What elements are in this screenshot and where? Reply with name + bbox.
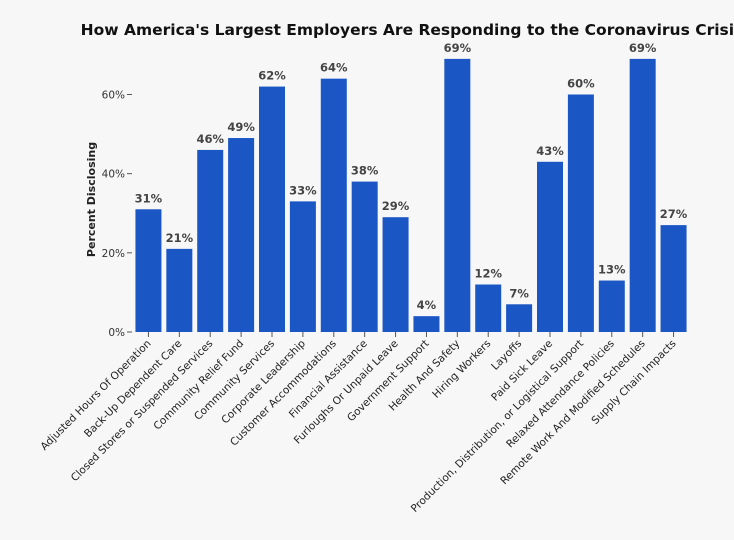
data-label: 13% (598, 263, 626, 277)
data-label: 62% (258, 69, 286, 83)
y-axis: 0% 20% 40% 60% (102, 90, 132, 339)
bar (351, 181, 378, 332)
data-label: 69% (444, 41, 472, 55)
bar (475, 284, 502, 332)
y-tick-label: 60% (102, 90, 125, 102)
bar (259, 86, 285, 332)
bar (567, 94, 594, 332)
data-label: 43% (536, 144, 564, 158)
bar (289, 201, 316, 332)
data-label: 38% (351, 164, 379, 178)
data-label: 46% (196, 132, 224, 146)
data-label: 33% (289, 183, 317, 197)
x-tick-label: Adjusted Hours Of Operation (38, 338, 153, 453)
data-label: 69% (629, 41, 657, 55)
data-label: 49% (227, 120, 255, 134)
y-tick-label: 20% (102, 248, 125, 260)
chart-title: How America's Largest Employers Are Resp… (81, 21, 734, 39)
x-tick-label: Hiring Workers (430, 338, 493, 401)
bar (135, 209, 162, 332)
data-label: 12% (474, 267, 502, 281)
y-tick-label: 40% (102, 169, 125, 181)
bar (228, 138, 255, 332)
bar (506, 304, 533, 332)
bar (320, 78, 347, 333)
bar (166, 248, 193, 332)
data-label: 64% (320, 61, 348, 75)
bar (537, 161, 563, 332)
x-tick-label: Remote Work And Modified Schedules (498, 338, 648, 488)
x-tick-label: Closed Stores or Suspended Services (69, 338, 216, 485)
data-label: 21% (166, 231, 194, 245)
data-label: 60% (567, 77, 595, 91)
data-label: 27% (660, 207, 688, 221)
data-label: 4% (417, 298, 437, 312)
bar (629, 58, 656, 332)
bar (444, 58, 471, 332)
bar (413, 316, 440, 332)
data-labels: 31% 21% 46%49% 62% 33% 64% 38% 29% 4% 69% 12% 7% 43%… (135, 41, 688, 312)
bar (660, 225, 687, 332)
data-label: 31% (135, 191, 163, 205)
data-label: 7% (509, 286, 529, 300)
bar (382, 217, 409, 332)
bars (135, 58, 687, 333)
y-tick-label: 0% (108, 327, 125, 339)
bar (598, 280, 625, 332)
bar (197, 149, 224, 332)
data-label: 29% (382, 199, 410, 213)
y-axis-label: Percent Disclosing (85, 142, 98, 257)
